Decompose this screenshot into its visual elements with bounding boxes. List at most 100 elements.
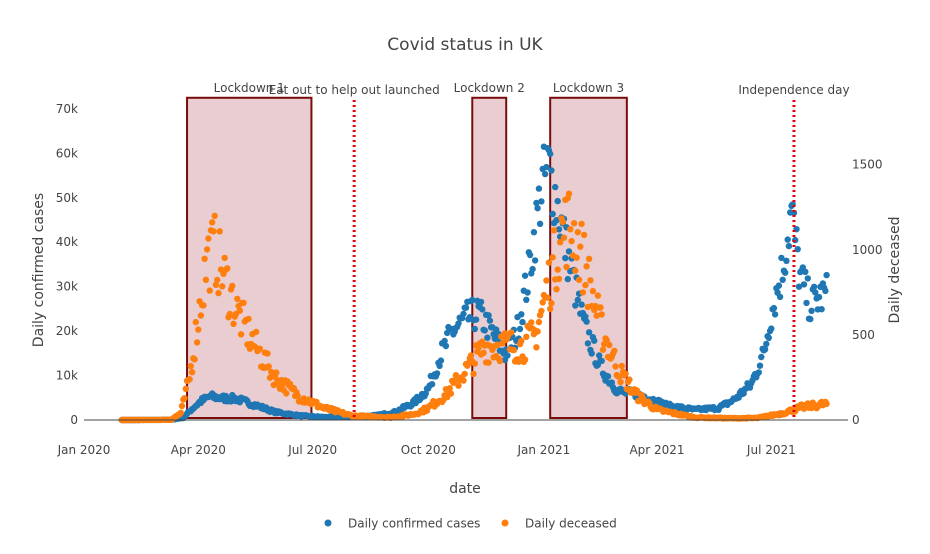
data-point — [214, 276, 221, 284]
data-point — [187, 362, 194, 370]
data-point — [775, 282, 783, 289]
data-point — [519, 318, 526, 326]
data-point — [553, 217, 560, 224]
data-point — [455, 382, 462, 389]
data-point — [810, 283, 818, 290]
data-point — [192, 318, 199, 326]
data-point — [283, 390, 290, 397]
data-point — [804, 275, 811, 282]
data-point — [496, 357, 504, 365]
data-point — [823, 271, 830, 279]
data-point — [523, 333, 530, 340]
data-point — [216, 228, 223, 235]
data-point — [597, 304, 604, 311]
y-tick-label: 40k — [56, 235, 78, 249]
data-point — [538, 198, 545, 205]
data-point — [236, 307, 243, 314]
data-point — [518, 311, 525, 318]
x-tick-label: Oct 2020 — [401, 443, 456, 457]
data-point — [803, 299, 810, 307]
data-point — [226, 310, 233, 318]
data-point — [206, 287, 213, 294]
data-point — [606, 341, 613, 349]
data-point — [535, 185, 543, 192]
data-point — [534, 328, 541, 335]
data-point — [547, 305, 554, 313]
data-point — [763, 340, 770, 348]
data-point — [535, 318, 543, 326]
data-point — [776, 293, 784, 301]
data-point — [446, 385, 453, 392]
data-point — [795, 283, 803, 290]
y2-tick-label: 500 — [852, 328, 875, 342]
data-point — [523, 296, 530, 303]
data-point — [524, 289, 531, 296]
data-point — [802, 268, 809, 275]
data-point — [240, 299, 247, 307]
data-point — [573, 254, 580, 261]
data-point — [504, 352, 511, 359]
data-point — [582, 313, 589, 320]
data-point — [583, 263, 590, 270]
x-axis-title: date — [449, 481, 481, 497]
data-point — [545, 259, 553, 266]
data-point — [544, 294, 551, 301]
legend-item-deceased[interactable]: Daily deceased — [501, 517, 617, 531]
data-point — [521, 272, 529, 279]
data-point — [210, 228, 217, 235]
data-point — [224, 265, 231, 272]
data-point — [211, 212, 218, 219]
data-point — [547, 150, 554, 158]
data-point — [485, 359, 492, 366]
data-point — [598, 357, 605, 365]
data-point — [178, 402, 186, 410]
shape-label: Independence day — [738, 83, 849, 97]
data-point — [589, 287, 597, 295]
data-point — [778, 254, 785, 262]
data-point — [633, 387, 641, 394]
data-point — [770, 304, 778, 312]
data-point — [203, 246, 211, 253]
y-tick-label: 70k — [56, 102, 78, 116]
y-tick-label: 0 — [70, 413, 78, 427]
data-point — [526, 251, 534, 259]
data-point — [598, 311, 605, 318]
data-point — [568, 237, 575, 245]
data-point — [533, 344, 540, 351]
data-point — [536, 220, 544, 227]
data-point — [455, 320, 462, 327]
data-point — [585, 329, 593, 336]
data-point — [205, 235, 212, 242]
legend-label-cases: Daily confirmed cases — [348, 517, 480, 531]
data-point — [585, 255, 593, 262]
data-point — [221, 254, 228, 262]
data-point — [758, 353, 765, 361]
data-point — [177, 409, 184, 416]
data-point — [570, 220, 578, 227]
legend-marker-deceased — [501, 519, 509, 527]
data-point — [784, 236, 791, 243]
data-point — [461, 370, 468, 378]
data-point — [783, 257, 790, 264]
data-point — [549, 254, 556, 261]
data-point — [555, 275, 563, 283]
data-point — [587, 277, 594, 284]
data-point — [534, 205, 541, 212]
data-point — [579, 289, 587, 296]
data-point — [588, 350, 595, 357]
data-point — [481, 327, 488, 334]
legend-item-cases[interactable]: Daily confirmed cases — [324, 517, 481, 531]
data-point — [539, 299, 546, 306]
data-point — [562, 254, 569, 262]
x-tick-label: Apr 2020 — [171, 443, 226, 457]
data-point — [428, 381, 436, 388]
data-point — [237, 331, 245, 338]
data-point — [494, 341, 501, 348]
data-point — [548, 167, 555, 174]
data-point — [818, 306, 825, 313]
data-point — [808, 307, 815, 314]
x-axis-ticks: Jan 2020 Apr 2020 Jul 2020 Oct 2020 Jan 2021… — [57, 443, 796, 457]
data-point — [264, 350, 271, 357]
legend: Daily confirmed cases Daily deceased — [324, 517, 617, 531]
